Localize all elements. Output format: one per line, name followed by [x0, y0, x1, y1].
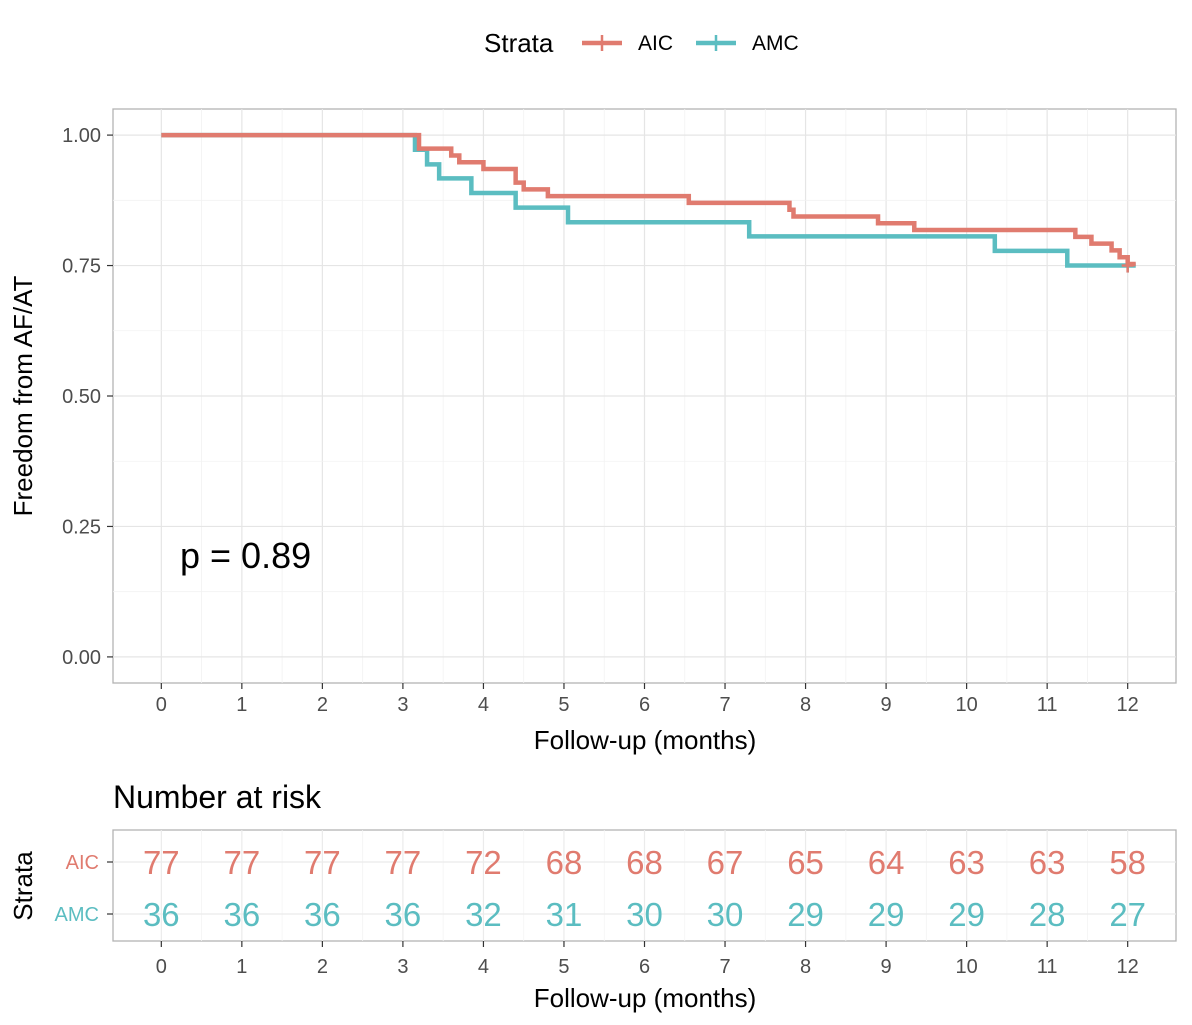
- risk-value-aic: 64: [868, 844, 905, 881]
- km-curve-amc: [161, 132, 1136, 268]
- km-curves: [161, 132, 1136, 273]
- risk-x-tick-label: 9: [881, 956, 892, 978]
- km-x-tick-label: 9: [881, 694, 892, 716]
- km-x-tick-label: 6: [639, 694, 650, 716]
- risk-value-aic: 67: [707, 844, 744, 881]
- legend-item-aic: AIC: [582, 32, 673, 55]
- risk-x-tick-label: 1: [236, 956, 247, 978]
- risk-x-axis: 0 1 2 3 4 5 6 7 8 9 10 11 12: [156, 941, 1139, 978]
- km-x-tick-label: 8: [800, 694, 811, 716]
- km-x-axis: 0 1 2 3 4 5 6 7 8 9 10 11 12: [156, 683, 1139, 716]
- km-y-tick-label: 0.75: [62, 256, 101, 278]
- risk-row-label-amc: AMC: [55, 904, 99, 926]
- risk-value-aic: 68: [546, 844, 583, 881]
- risk-y-axis-title: Strata: [8, 851, 38, 921]
- legend: Strata AIC AMC: [484, 28, 799, 58]
- risk-value-aic: 77: [304, 844, 341, 881]
- risk-value-aic: 63: [1029, 844, 1066, 881]
- risk-value-amc: 29: [868, 896, 905, 933]
- km-x-tick-label: 0: [156, 694, 167, 716]
- km-x-axis-title: Follow-up (months): [534, 725, 757, 755]
- risk-value-aic: 77: [385, 844, 422, 881]
- risk-table-title: Number at risk: [113, 779, 322, 815]
- risk-row-labels: AIC AMC: [55, 852, 113, 926]
- risk-x-tick-label: 0: [156, 956, 167, 978]
- km-y-tick-label: 0.25: [62, 516, 101, 538]
- risk-value-amc: 36: [143, 896, 180, 933]
- risk-x-tick-label: 2: [317, 956, 328, 978]
- risk-value-aic: 65: [787, 844, 824, 881]
- legend-title: Strata: [484, 28, 554, 58]
- risk-x-tick-label: 7: [719, 956, 730, 978]
- km-x-tick-label: 7: [719, 694, 730, 716]
- km-y-axis: 0.00 0.25 0.50 0.75 1.00: [62, 125, 113, 669]
- legend-item-label: AIC: [638, 32, 673, 55]
- legend-item-label: AMC: [752, 32, 799, 55]
- risk-value-aic: 77: [223, 844, 260, 881]
- risk-x-tick-label: 10: [955, 956, 977, 978]
- risk-x-tick-label: 4: [478, 956, 489, 978]
- p-value-annotation: p = 0.89: [180, 535, 311, 576]
- risk-value-amc: 27: [1109, 896, 1146, 933]
- risk-value-amc: 30: [626, 896, 663, 933]
- km-curve-aic: [161, 132, 1136, 267]
- risk-values: 77 77 77 77 72 68 68 67 65 64 63 63 58 36 36 36 36 32 31 30…: [143, 844, 1146, 933]
- legend-items: AIC AMC: [582, 32, 799, 55]
- risk-value-aic: 58: [1109, 844, 1146, 881]
- risk-value-amc: 36: [304, 896, 341, 933]
- km-y-tick-label: 1.00: [62, 125, 101, 147]
- km-x-tick-label: 4: [478, 694, 489, 716]
- risk-value-amc: 31: [546, 896, 583, 933]
- km-y-axis-title: Freedom from AF/AT: [8, 275, 38, 516]
- km-grid: [113, 109, 1176, 683]
- risk-value-amc: 32: [465, 896, 502, 933]
- risk-value-amc: 29: [787, 896, 824, 933]
- km-y-tick-label: 0.00: [62, 647, 101, 669]
- km-x-tick-label: 3: [397, 694, 408, 716]
- km-y-tick-label: 0.50: [62, 386, 101, 408]
- km-x-tick-label: 1: [236, 694, 247, 716]
- risk-value-aic: 77: [143, 844, 180, 881]
- risk-table: Number at risk 77 77 77 77 72 68 68 67 65 64 63 63 5…: [8, 779, 1177, 1013]
- risk-x-tick-label: 8: [800, 956, 811, 978]
- legend-item-amc: AMC: [696, 32, 799, 55]
- risk-value-amc: 29: [948, 896, 985, 933]
- risk-x-tick-label: 3: [397, 956, 408, 978]
- km-x-tick-label: 5: [558, 694, 569, 716]
- risk-grid: [113, 830, 1176, 941]
- risk-value-amc: 36: [385, 896, 422, 933]
- risk-value-aic: 72: [465, 844, 502, 881]
- risk-value-aic: 63: [948, 844, 985, 881]
- km-plot: 0.000.250.500.751.00 0 1 2 3 4 5 6 7 8 9 10 11 12 p …: [8, 108, 1177, 755]
- km-x-tick-label: 2: [317, 694, 328, 716]
- km-x-tick-label: 12: [1117, 694, 1139, 716]
- risk-row-label-aic: AIC: [66, 852, 99, 874]
- risk-value-aic: 68: [626, 844, 663, 881]
- risk-value-amc: 30: [707, 896, 744, 933]
- risk-value-amc: 36: [223, 896, 260, 933]
- risk-x-axis-title: Follow-up (months): [534, 983, 757, 1013]
- km-x-tick-label: 11: [1037, 694, 1058, 716]
- risk-x-tick-label: 5: [558, 956, 569, 978]
- risk-x-tick-label: 12: [1117, 956, 1139, 978]
- risk-x-tick-label: 11: [1037, 956, 1058, 978]
- risk-value-amc: 28: [1029, 896, 1066, 933]
- km-x-tick-label: 10: [955, 694, 977, 716]
- risk-x-tick-label: 6: [639, 956, 650, 978]
